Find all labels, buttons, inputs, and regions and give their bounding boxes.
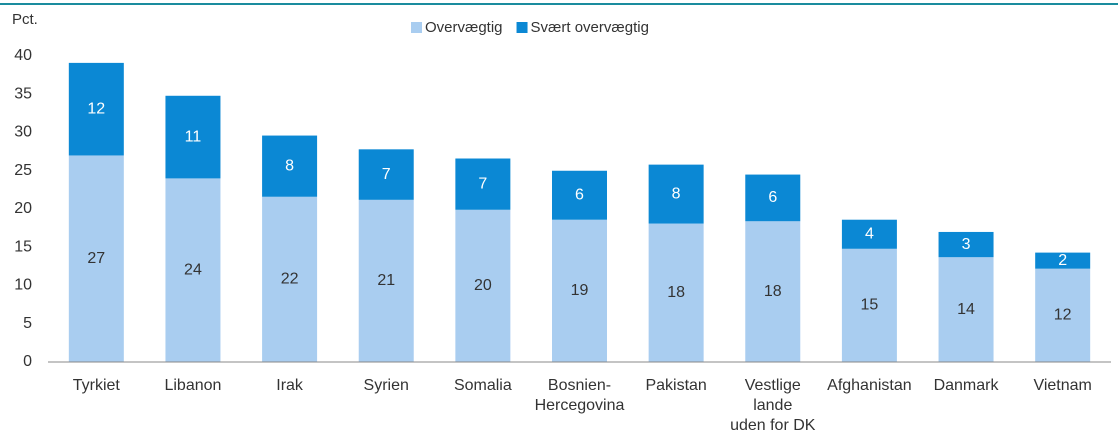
bar-segment — [938, 231, 994, 258]
y-tick-label: 0 — [23, 353, 32, 370]
bar-segment — [938, 257, 994, 362]
y-tick-label: 15 — [14, 238, 32, 255]
bar-segment — [552, 170, 607, 220]
bar-segment — [68, 155, 124, 362]
bar-segment — [648, 223, 704, 362]
x-tick-label: Bosnien-Hercegovina — [535, 377, 625, 414]
data-label: 4 — [865, 225, 874, 242]
y-tick-label: 30 — [14, 124, 32, 141]
legend-label: Svært overvægtig — [531, 19, 649, 36]
data-label: 14 — [957, 301, 975, 318]
data-label: 7 — [382, 166, 391, 183]
legend-label: Overvægtig — [425, 19, 503, 36]
x-tick-label: Somalia — [454, 377, 512, 394]
data-label: 12 — [87, 100, 105, 117]
x-tick-label: Vestlige lande uden for DK — [730, 377, 816, 434]
data-label: 20 — [474, 277, 492, 294]
data-label: 6 — [575, 186, 584, 203]
data-label: 24 — [184, 261, 202, 278]
bar-segment — [455, 209, 511, 362]
x-tick-label: Pakistan — [645, 377, 706, 394]
bar-segment — [1035, 252, 1091, 269]
x-tick-label: Vietnam — [1033, 377, 1091, 394]
data-label: 8 — [285, 157, 294, 174]
x-tick-label: Libanon — [164, 377, 221, 394]
y-tick-label: 5 — [23, 315, 32, 332]
bar-segment — [68, 62, 124, 156]
data-label: 6 — [768, 189, 777, 206]
data-label: 7 — [478, 175, 487, 192]
data-label: 18 — [764, 283, 782, 300]
bar-segment — [745, 221, 801, 362]
y-tick-label: 10 — [14, 277, 32, 294]
bar-segment — [552, 219, 607, 362]
data-label: 11 — [185, 128, 202, 145]
bar-segment — [262, 135, 318, 197]
bar-segment — [648, 164, 704, 224]
y-tick-label: 20 — [14, 200, 32, 217]
x-tick-label: Syrien — [364, 377, 409, 394]
legend-swatch — [411, 22, 422, 33]
y-tick-label: 25 — [14, 162, 32, 179]
data-label: 3 — [962, 236, 971, 253]
data-label: 8 — [672, 185, 681, 202]
data-label: 2 — [1058, 252, 1067, 269]
bar-segment — [358, 199, 414, 362]
bar-segment — [165, 178, 221, 362]
bar-segment — [841, 248, 897, 362]
data-label: 19 — [571, 282, 589, 299]
x-tick-label: Tyrkiet — [73, 377, 121, 394]
bar-segment — [358, 149, 414, 200]
data-label: 27 — [87, 250, 105, 267]
bar-segment — [165, 95, 221, 179]
x-tick-label: Irak — [276, 377, 304, 394]
bar-segment — [1035, 268, 1091, 362]
data-label: 15 — [861, 297, 879, 314]
y-axis-label: Pct. — [12, 11, 38, 28]
legend-swatch — [516, 22, 528, 33]
data-label: 22 — [281, 271, 299, 288]
y-tick-label: 35 — [14, 85, 32, 102]
x-tick-label: Danmark — [934, 377, 1000, 394]
bar-segment — [841, 219, 897, 249]
y-tick-label: 40 — [14, 47, 32, 64]
x-tick-label: Afghanistan — [827, 377, 912, 394]
bar-segment — [745, 174, 801, 222]
bar-segment — [262, 196, 318, 362]
bar-segment — [455, 158, 511, 210]
data-label: 18 — [667, 284, 685, 301]
data-label: 21 — [377, 272, 395, 289]
data-label: 12 — [1054, 307, 1072, 324]
